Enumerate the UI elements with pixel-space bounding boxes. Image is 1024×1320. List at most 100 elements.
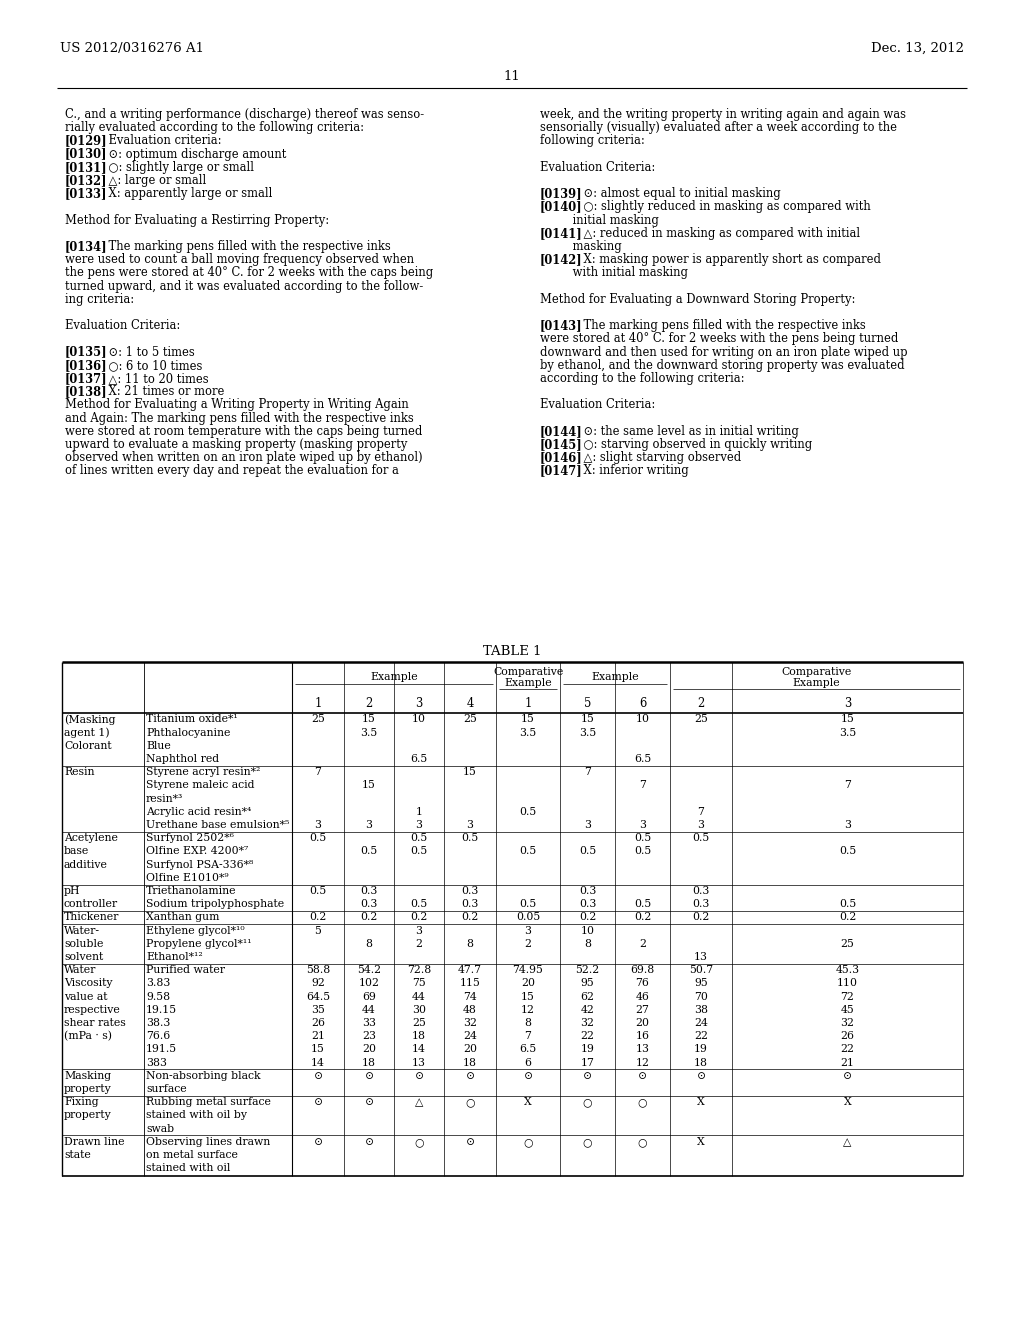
Text: shear rates: shear rates: [63, 1018, 126, 1028]
Text: 6: 6: [524, 1057, 531, 1068]
Text: property: property: [63, 1110, 112, 1121]
Text: Example: Example: [793, 678, 841, 688]
Text: 3: 3: [416, 820, 423, 830]
Text: 13: 13: [694, 952, 708, 962]
Text: Observing lines drawn: Observing lines drawn: [146, 1137, 270, 1147]
Text: Styrene maleic acid: Styrene maleic acid: [146, 780, 255, 791]
Text: 42: 42: [581, 1005, 595, 1015]
Text: Viscosity: Viscosity: [63, 978, 113, 989]
Text: [0147]: [0147]: [540, 465, 583, 478]
Text: 2: 2: [697, 697, 705, 710]
Text: Evaluation Criteria:: Evaluation Criteria:: [540, 399, 655, 412]
Text: X: X: [697, 1137, 705, 1147]
Text: 0.5: 0.5: [692, 833, 710, 843]
Text: 0.2: 0.2: [309, 912, 327, 923]
Text: 0.5: 0.5: [462, 833, 478, 843]
Text: 15: 15: [362, 780, 376, 791]
Text: Fixing: Fixing: [63, 1097, 98, 1107]
Text: 44: 44: [412, 991, 426, 1002]
Text: 0.3: 0.3: [579, 886, 596, 896]
Text: [0135]: [0135]: [65, 346, 108, 359]
Text: 76: 76: [636, 978, 649, 989]
Text: 0.3: 0.3: [360, 899, 378, 909]
Text: with initial masking: with initial masking: [540, 267, 688, 280]
Text: ⊙: ⊙: [638, 1071, 647, 1081]
Text: 69.8: 69.8: [631, 965, 654, 975]
Text: 32: 32: [841, 1018, 854, 1028]
Text: Acetylene: Acetylene: [63, 833, 118, 843]
Text: 48: 48: [463, 1005, 477, 1015]
Text: additive: additive: [63, 859, 108, 870]
Text: 52.2: 52.2: [575, 965, 600, 975]
Text: 7: 7: [697, 807, 705, 817]
Text: 3: 3: [844, 697, 851, 710]
Text: ○: ○: [583, 1137, 592, 1147]
Text: 0.5: 0.5: [839, 899, 856, 909]
Text: △: slight starving observed: △: slight starving observed: [569, 451, 741, 465]
Text: 69: 69: [362, 991, 376, 1002]
Text: ⊙: optimum discharge amount: ⊙: optimum discharge amount: [94, 148, 287, 161]
Text: 0.5: 0.5: [309, 833, 327, 843]
Text: 8: 8: [524, 1018, 531, 1028]
Text: Drawn line: Drawn line: [63, 1137, 125, 1147]
Text: ○: ○: [523, 1137, 532, 1147]
Text: on metal surface: on metal surface: [146, 1150, 238, 1160]
Text: 3: 3: [844, 820, 851, 830]
Text: 21: 21: [311, 1031, 325, 1041]
Text: 50.7: 50.7: [689, 965, 713, 975]
Text: 0.05: 0.05: [516, 912, 540, 923]
Text: 3.5: 3.5: [360, 727, 378, 738]
Text: 3.5: 3.5: [519, 727, 537, 738]
Text: 15: 15: [521, 991, 535, 1002]
Text: Method for Evaluating a Writing Property in Writing Again: Method for Evaluating a Writing Property…: [65, 399, 409, 412]
Text: 20: 20: [362, 1044, 376, 1055]
Text: Method for Evaluating a Downward Storing Property:: Method for Evaluating a Downward Storing…: [540, 293, 855, 306]
Text: X: X: [844, 1097, 851, 1107]
Text: base: base: [63, 846, 89, 857]
Text: 6.5: 6.5: [634, 754, 651, 764]
Text: Ethylene glycol*¹⁰: Ethylene glycol*¹⁰: [146, 925, 245, 936]
Text: ⊙: ⊙: [365, 1137, 374, 1147]
Text: state: state: [63, 1150, 91, 1160]
Text: 10: 10: [636, 714, 649, 725]
Text: 3: 3: [416, 925, 423, 936]
Text: [0130]: [0130]: [65, 148, 108, 161]
Text: 70: 70: [694, 991, 708, 1002]
Text: the pens were stored at 40° C. for 2 weeks with the caps being: the pens were stored at 40° C. for 2 wee…: [65, 267, 433, 280]
Text: 72: 72: [841, 991, 854, 1002]
Text: 6: 6: [639, 697, 646, 710]
Text: 0.3: 0.3: [462, 886, 478, 896]
Text: Xanthan gum: Xanthan gum: [146, 912, 219, 923]
Text: value at: value at: [63, 991, 108, 1002]
Text: ⊙: ⊙: [415, 1071, 424, 1081]
Text: 0.2: 0.2: [360, 912, 378, 923]
Text: following criteria:: following criteria:: [540, 135, 645, 148]
Text: 0.2: 0.2: [634, 912, 651, 923]
Text: 25: 25: [463, 714, 477, 725]
Text: 0.5: 0.5: [634, 846, 651, 857]
Text: 75: 75: [412, 978, 426, 989]
Text: 5: 5: [314, 925, 322, 936]
Text: Naphthol red: Naphthol red: [146, 754, 219, 764]
Text: ○: ○: [465, 1097, 475, 1107]
Text: 15: 15: [362, 714, 376, 725]
Text: 20: 20: [636, 1018, 649, 1028]
Text: 0.5: 0.5: [634, 899, 651, 909]
Text: 0.2: 0.2: [462, 912, 478, 923]
Text: rially evaluated according to the following criteria:: rially evaluated according to the follow…: [65, 121, 364, 135]
Text: initial masking: initial masking: [540, 214, 658, 227]
Text: 1: 1: [416, 807, 423, 817]
Text: 20: 20: [463, 1044, 477, 1055]
Text: C., and a writing performance (discharge) thereof was senso-: C., and a writing performance (discharge…: [65, 108, 424, 121]
Text: Triethanolamine: Triethanolamine: [146, 886, 237, 896]
Text: (Masking: (Masking: [63, 714, 116, 725]
Text: ⊙: almost equal to initial masking: ⊙: almost equal to initial masking: [569, 187, 781, 201]
Text: ○: ○: [638, 1097, 647, 1107]
Text: controller: controller: [63, 899, 118, 909]
Text: 3: 3: [467, 820, 473, 830]
Text: X: X: [524, 1097, 531, 1107]
Text: 76.6: 76.6: [146, 1031, 170, 1041]
Text: 0.2: 0.2: [579, 912, 596, 923]
Text: 102: 102: [358, 978, 380, 989]
Text: 25: 25: [412, 1018, 426, 1028]
